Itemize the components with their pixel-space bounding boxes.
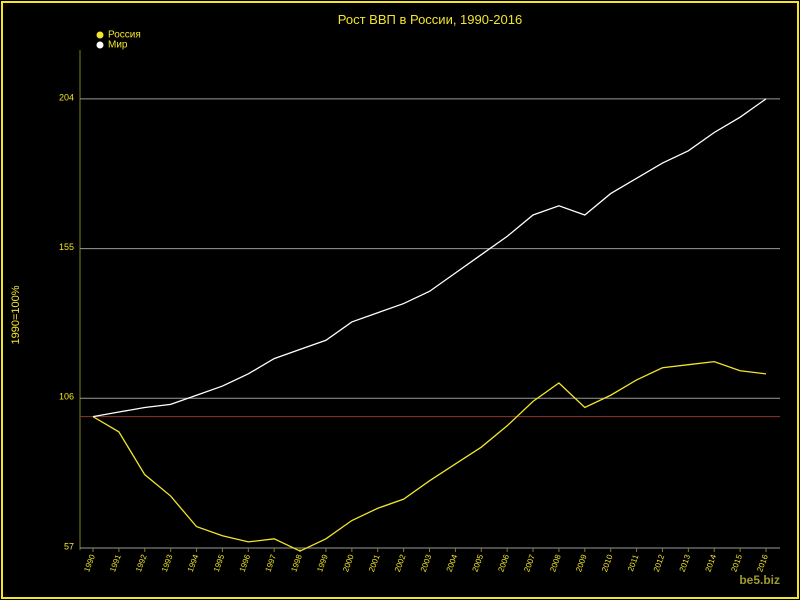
y-tick-label: 155 [59,242,74,252]
watermark: be5.biz [739,573,780,587]
y-tick-label: 204 [59,92,74,102]
chart-title: Рост ВВП в России, 1990-2016 [338,12,522,27]
y-tick-label: 106 [59,392,74,402]
legend-label: Мир [108,40,128,51]
legend-label: Россия [108,30,141,41]
legend-marker [96,41,104,49]
series-line [92,360,767,552]
series-line [92,98,767,418]
y-axis-label: 1990=100% [10,285,22,344]
legend-marker [96,31,104,39]
y-tick-label: 57 [64,541,74,551]
